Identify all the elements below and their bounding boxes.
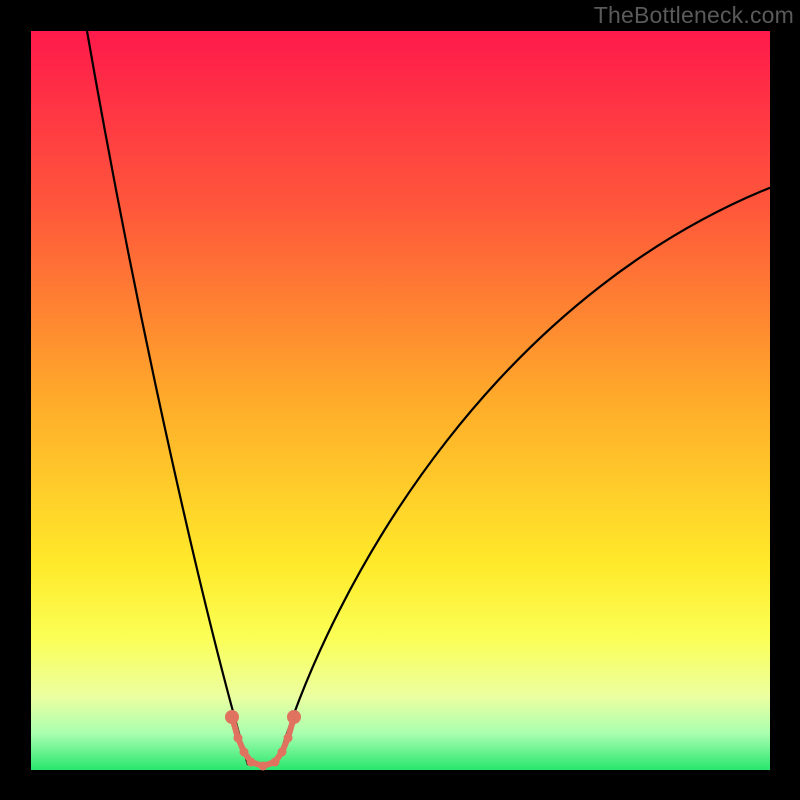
watermark-text: TheBottleneck.com: [594, 2, 794, 29]
chart-plot-area: [31, 31, 770, 770]
